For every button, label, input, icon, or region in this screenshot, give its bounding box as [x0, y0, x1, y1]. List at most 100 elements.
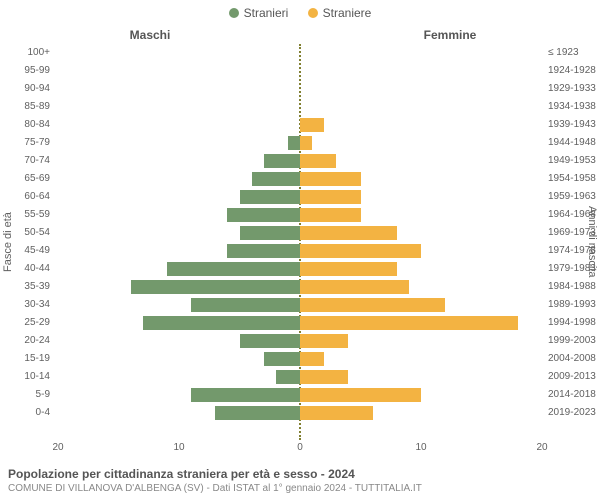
age-label: 75-79 [24, 134, 50, 152]
birth-label: 1944-1948 [548, 134, 596, 152]
birth-label: 1949-1953 [548, 152, 596, 170]
bar-female [300, 244, 421, 258]
birth-label: 2019-2023 [548, 404, 596, 422]
bar-male [276, 370, 300, 384]
bar-female [300, 154, 336, 168]
birth-label: 1954-1958 [548, 170, 596, 188]
bar-row [58, 152, 542, 170]
bar-female [300, 298, 445, 312]
bar-female [300, 406, 373, 420]
footer-subtitle: COMUNE DI VILLANOVA D'ALBENGA (SV) - Dat… [8, 483, 592, 494]
chart-footer: Popolazione per cittadinanza straniera p… [8, 467, 592, 494]
age-label: 50-54 [24, 224, 50, 242]
age-label: 95-99 [24, 62, 50, 80]
bar-row [58, 350, 542, 368]
age-label: 100+ [27, 44, 50, 62]
x-tick: 10 [173, 442, 184, 453]
bar-row [58, 98, 542, 116]
age-label: 80-84 [24, 116, 50, 134]
legend-label-male: Stranieri [244, 6, 289, 20]
bar-row [58, 242, 542, 260]
bar-row [58, 44, 542, 62]
birth-label: 2009-2013 [548, 368, 596, 386]
birth-label: 1994-1998 [548, 314, 596, 332]
bar-female [300, 190, 361, 204]
bar-row [58, 62, 542, 80]
bar-male [264, 154, 300, 168]
bar-row [58, 386, 542, 404]
legend-item-female: Straniere [308, 6, 372, 20]
bar-female [300, 280, 409, 294]
x-axis: 201001020 [58, 440, 542, 456]
age-label: 5-9 [36, 386, 50, 404]
bar-row [58, 404, 542, 422]
age-label: 85-89 [24, 98, 50, 116]
bar-male [191, 298, 300, 312]
birth-label: 1939-1943 [548, 116, 596, 134]
bar-row [58, 278, 542, 296]
bar-male [167, 262, 300, 276]
bar-male [240, 226, 301, 240]
bar-male [191, 388, 300, 402]
birth-label: 2004-2008 [548, 350, 596, 368]
age-label: 15-19 [24, 350, 50, 368]
age-label: 60-64 [24, 188, 50, 206]
birth-label: 1974-1978 [548, 242, 596, 260]
bar-row [58, 296, 542, 314]
bar-female [300, 136, 312, 150]
birth-label: 1964-1968 [548, 206, 596, 224]
bar-row [58, 116, 542, 134]
header-male: Maschi [0, 28, 300, 42]
birth-label: 1929-1933 [548, 80, 596, 98]
legend-swatch-male [229, 8, 239, 18]
age-label: 20-24 [24, 332, 50, 350]
age-label: 90-94 [24, 80, 50, 98]
bar-female [300, 334, 348, 348]
bar-row [58, 80, 542, 98]
bar-female [300, 172, 361, 186]
bar-row [58, 188, 542, 206]
legend-item-male: Stranieri [229, 6, 289, 20]
bar-female [300, 316, 518, 330]
bar-row [58, 206, 542, 224]
footer-title: Popolazione per cittadinanza straniera p… [8, 467, 592, 481]
birth-label: 1934-1938 [548, 98, 596, 116]
bar-row [58, 314, 542, 332]
birth-label: 1959-1963 [548, 188, 596, 206]
bar-male [240, 190, 301, 204]
birth-label: 1924-1928 [548, 62, 596, 80]
birth-label: 1969-1973 [548, 224, 596, 242]
bar-male [131, 280, 300, 294]
bar-male [264, 352, 300, 366]
x-tick: 20 [52, 442, 63, 453]
bar-male [288, 136, 300, 150]
birth-label: 1999-2003 [548, 332, 596, 350]
bar-female [300, 370, 348, 384]
pyramid-chart: Stranieri Straniere Maschi Femmine Fasce… [0, 0, 600, 500]
bar-female [300, 262, 397, 276]
bar-female [300, 226, 397, 240]
legend: Stranieri Straniere [0, 6, 600, 21]
header-female: Femmine [300, 28, 600, 42]
bar-row [58, 332, 542, 350]
bar-row [58, 260, 542, 278]
age-label: 65-69 [24, 170, 50, 188]
bar-female [300, 352, 324, 366]
bar-male [252, 172, 300, 186]
age-label: 25-29 [24, 314, 50, 332]
bar-male [240, 334, 301, 348]
x-tick: 20 [536, 442, 547, 453]
plot-area [58, 44, 542, 440]
birth-label: 2014-2018 [548, 386, 596, 404]
bar-row [58, 224, 542, 242]
bar-male [143, 316, 300, 330]
bar-row [58, 170, 542, 188]
birth-label: 1979-1983 [548, 260, 596, 278]
age-label: 70-74 [24, 152, 50, 170]
x-tick: 0 [297, 442, 303, 453]
age-label: 30-34 [24, 296, 50, 314]
bar-male [227, 208, 300, 222]
age-label: 55-59 [24, 206, 50, 224]
bar-female [300, 388, 421, 402]
bar-male [227, 244, 300, 258]
